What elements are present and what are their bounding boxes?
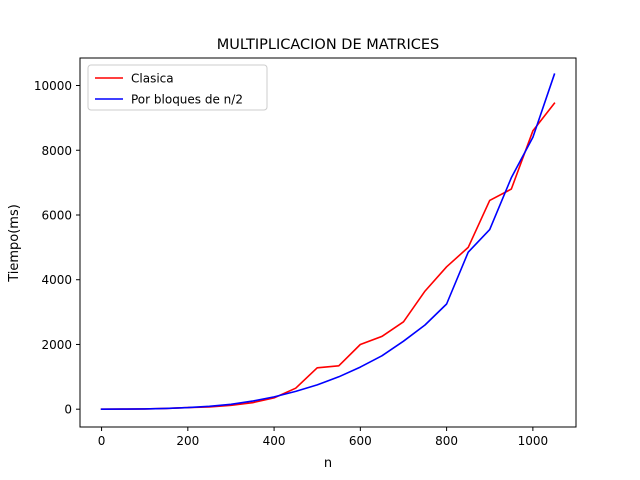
legend: Clasica Por bloques de n/2 [87, 64, 268, 111]
plot-frame [79, 57, 577, 428]
x-tick-label: 600 [349, 434, 372, 448]
y-tick-label: 8000 [41, 144, 72, 158]
x-tick-label: 400 [263, 434, 286, 448]
y-axis-label: Tiempo(ms) [7, 204, 22, 283]
y-tick-label: 10000 [34, 79, 72, 93]
x-tick-label: 1000 [518, 434, 549, 448]
y-tick-label: 2000 [41, 338, 72, 352]
x-axis-label: n [324, 456, 332, 471]
y-tick-label: 4000 [41, 273, 72, 287]
legend-label: Clasica [131, 72, 174, 86]
x-axis-ticks: 0 200 400 600 800 1000 [98, 427, 548, 448]
legend-label: Por bloques de n/2 [131, 93, 243, 107]
y-tick-label: 6000 [41, 208, 72, 222]
x-tick-label: 0 [98, 434, 106, 448]
legend-box [87, 64, 268, 111]
chart-title: MULTIPLICACION DE MATRICES [217, 37, 439, 53]
y-axis-ticks: 0 2000 4000 6000 8000 10000 [34, 79, 80, 417]
x-tick-label: 800 [435, 434, 458, 448]
x-tick-label: 200 [176, 434, 199, 448]
y-tick-label: 0 [64, 403, 72, 417]
series-lines [100, 73, 556, 411]
series-line-2 [100, 73, 556, 411]
plot-area: 0 200 400 600 800 1000 0 2000 4000 6000 8000 10000 [34, 57, 577, 448]
